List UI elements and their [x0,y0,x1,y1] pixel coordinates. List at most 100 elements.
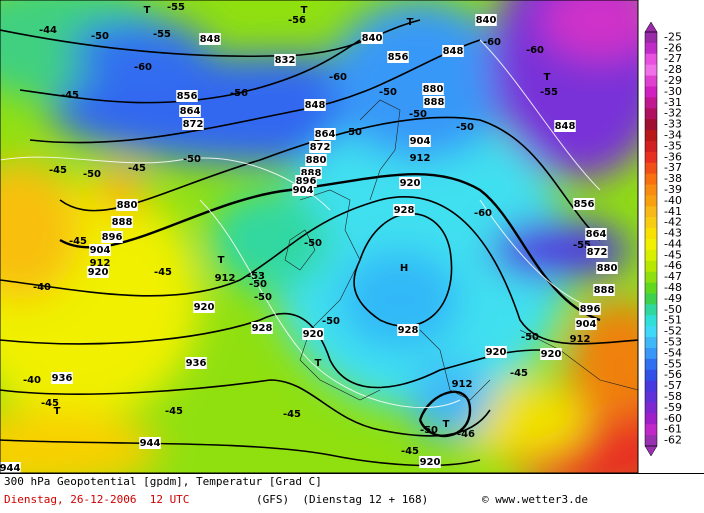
legend-swatch [645,315,657,327]
legend-swatch [645,435,657,447]
legend-swatch [645,97,657,109]
label-box [292,184,314,196]
legend-label: -56 [664,368,682,381]
legend-arrow-top [644,21,658,33]
contour-label: 896 [580,304,601,315]
label-box [179,105,201,117]
contour-label: -44 [39,25,57,36]
label-box [101,231,123,243]
contour-label: -53 [247,271,265,282]
contour-label: 848 [305,100,326,111]
label-box [397,324,419,336]
legend-label: -59 [664,401,682,414]
contour-label: -50 [379,87,397,98]
contour-label: -50 [249,279,267,290]
legend-swatch [645,293,657,305]
label-box [361,32,383,44]
contour-label: -55 [540,87,558,98]
contour-label: 920 [420,457,441,468]
contour-label: 912 [410,153,431,164]
contour-label: T [443,419,450,430]
footer-title: 300 hPa Geopotential [gpdm], Temperatur … [4,475,322,488]
contour-label: -50 [420,425,438,436]
contour-label: 872 [310,142,331,153]
contour-label: -45 [128,163,146,174]
contour-label: 888 [301,168,322,179]
contour-label: -50 [344,127,362,138]
contour-label: 944 [0,463,20,474]
legend-label: -53 [664,336,682,349]
legend-label: -52 [664,325,682,338]
contour-label: -50 [83,169,101,180]
legend-label: -55 [664,357,682,370]
legend-swatch [645,337,657,349]
legend-label: -34 [664,129,682,142]
legend-swatch [645,271,657,284]
legend-swatch [645,140,657,153]
contour-label: -60 [474,208,492,219]
contour-label: -55 [153,29,171,40]
legend-label: -25 [664,30,682,43]
label-box [199,33,221,45]
label-box [540,348,562,360]
contour-label: -40 [23,375,41,386]
contour-label: -60 [134,62,152,73]
contours [0,19,638,467]
legend-swatch [645,119,657,131]
legend-label: -28 [664,63,682,76]
label-box [193,301,215,313]
label-box [423,96,445,108]
legend-label: -39 [664,183,682,196]
contour-label: T [54,406,61,417]
contour-label: -45 [401,446,419,457]
contour-label: 848 [555,121,576,132]
legend-arrow-bottom [644,445,658,457]
contour-label: 904 [90,245,111,256]
legend-label: -37 [664,161,682,174]
legend-label: -29 [664,74,682,87]
contour-label: 920 [88,267,109,278]
contour-label: -50 [409,109,427,120]
contour-label: -50 [304,238,322,249]
contour-label: 912 [215,273,236,284]
contour-label: 864 [315,129,336,140]
legend-label: -30 [664,85,682,98]
contour-label: -50 [91,31,109,42]
legend-label: -31 [664,96,682,109]
label-box [442,45,464,57]
legend-label: -44 [664,237,682,250]
contour-label: -40 [33,282,51,293]
label-box [579,303,601,315]
contour-label: T [218,255,225,266]
legend-swatch [645,184,657,196]
legend-swatch [645,75,657,87]
label-box [593,284,615,296]
legend-label: -60 [664,412,682,425]
legend-swatch [645,228,657,240]
footer-date: Dienstag, 26-12-2006 12 UTC [4,493,189,506]
label-box [554,120,576,132]
legend-label: -48 [664,281,682,294]
contour-label: 936 [186,358,207,369]
contour-label: 920 [303,329,324,340]
contour-label: -60 [329,72,347,83]
contour-label: -50 [456,122,474,133]
contour-label: 928 [398,325,419,336]
contour-label: 920 [194,302,215,313]
label-box [573,198,595,210]
contour-label: -56 [230,88,248,99]
label-box [586,246,608,258]
label-box [302,328,324,340]
legend-swatch [645,217,657,229]
legend-label: -62 [664,434,682,447]
legend-label: -35 [664,139,682,152]
legend-label: -32 [664,107,682,120]
contour-label: 848 [443,46,464,57]
contour-label: 888 [424,97,445,108]
label-box [393,204,415,216]
contour-label: T [544,72,551,83]
label-box [185,357,207,369]
legend-label: -43 [664,227,682,240]
